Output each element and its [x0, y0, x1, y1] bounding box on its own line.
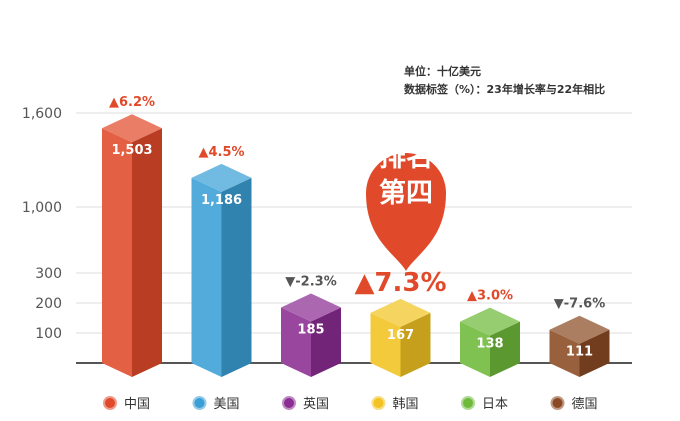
bar-face-left: [102, 128, 132, 377]
legend-label: 德国: [572, 397, 598, 412]
growth-label: ▼-7.6%: [554, 297, 605, 312]
legend-swatch: [371, 396, 386, 410]
ranking-callout-pin: [366, 153, 446, 271]
label-note: 数据标签（%）：23年增长率与22年相比: [404, 83, 606, 96]
bar-value-label: 138: [476, 337, 503, 352]
y-tick-label: 200: [35, 296, 62, 312]
growth-label: ▲4.5%: [198, 145, 244, 160]
growth-label: ▼-2.3%: [285, 275, 336, 290]
bar-5: [549, 315, 610, 377]
bar-value-label: 1,186: [201, 193, 242, 208]
legend-item: 美国: [192, 396, 240, 412]
bar-face-top: [281, 293, 341, 322]
unit-note: 单位：十亿美元: [404, 65, 481, 78]
legend-swatch: [192, 396, 207, 410]
bar-4: [460, 307, 520, 377]
bar-face-top: [102, 114, 162, 143]
bar-face-right: [132, 128, 162, 377]
legend-label: 美国: [214, 397, 240, 412]
bar-3: [370, 298, 431, 377]
bar-1: [191, 163, 252, 377]
legend-label: 韩国: [393, 397, 419, 412]
bar-face-right: [311, 307, 341, 377]
bar-face-left: [460, 321, 490, 377]
bar-face-top: [191, 163, 252, 192]
legend-swatch: [461, 396, 475, 410]
bar-face-top: [460, 307, 520, 336]
bar-0: [102, 114, 162, 377]
y-tick-label: 1,000: [22, 200, 62, 216]
legend-swatch: [550, 396, 565, 410]
y-tick-label: 100: [35, 326, 62, 342]
bar-value-label: 1,503: [111, 143, 152, 158]
legend-item: 英国: [282, 396, 329, 412]
growth-label: ▲6.2%: [109, 95, 155, 110]
growth-label: ▲3.0%: [467, 289, 513, 304]
bar-value-label: 185: [297, 323, 324, 338]
legend-label: 中国: [124, 397, 150, 412]
bar-face-right: [221, 177, 252, 377]
legend-item: 日本: [461, 396, 508, 412]
bar-face-left: [281, 307, 311, 377]
legend-label: 英国: [303, 397, 329, 412]
bar-value-label: 111: [566, 345, 593, 360]
legend-item: 中国: [103, 396, 150, 412]
bar-face-right: [490, 321, 520, 377]
legend-label: 日本: [482, 397, 508, 412]
growth-label: ▲7.3%: [354, 268, 446, 298]
bar-face-right: [400, 312, 431, 377]
bar-value-label: 167: [387, 328, 414, 343]
bar-face-top: [370, 298, 431, 327]
bar-2: [281, 293, 341, 377]
bar-face-right: [579, 329, 610, 377]
bar-face-left: [549, 329, 580, 377]
legend-swatch: [103, 396, 117, 410]
y-tick-label: 1,600: [22, 106, 62, 122]
callout-line2: 第四: [379, 178, 433, 209]
legend-item: 韩国: [371, 396, 419, 412]
bar-face-top: [549, 315, 610, 344]
callout-line1: 排名: [379, 142, 433, 173]
legend-swatch: [282, 396, 296, 410]
legend-item: 德国: [550, 396, 598, 412]
y-tick-label: 300: [35, 266, 62, 282]
bar-face-left: [191, 177, 222, 377]
bar-face-left: [370, 312, 401, 377]
